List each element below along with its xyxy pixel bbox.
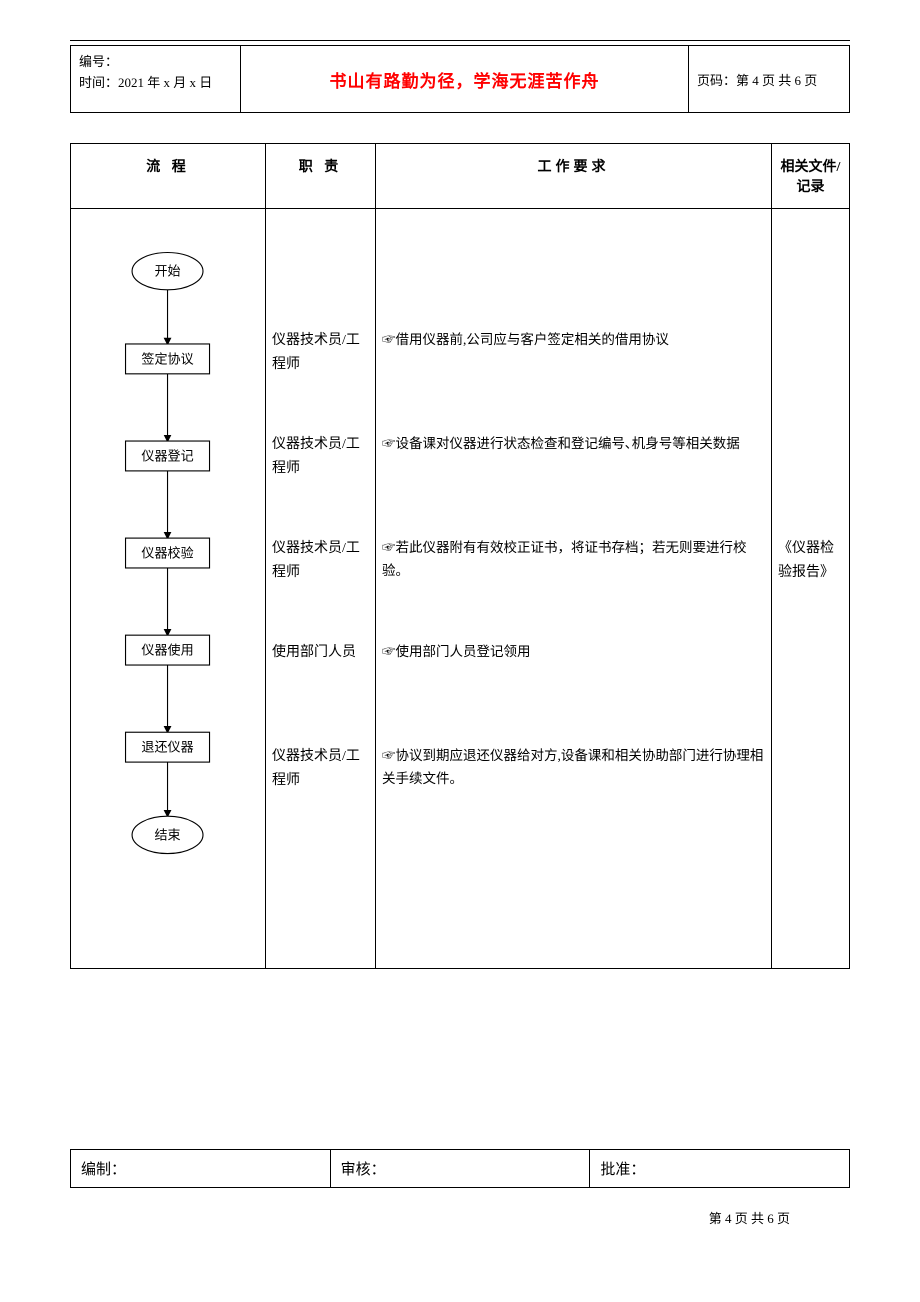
requirement-text: ☞使用部门人员登记领用 [382, 641, 765, 664]
th-req: 工作要求 [376, 144, 772, 209]
responsibility-text: 仪器技术员/工程师 [272, 329, 369, 377]
header-motto: 书山有路勤为径，学海无涯苦作舟 [330, 67, 600, 92]
svg-text:签定协议: 签定协议 [141, 351, 193, 366]
footer-page-number: 第 4 页 共 6 页 [70, 1208, 850, 1227]
signature-row: 编制： 审核： 批准： [71, 1150, 850, 1188]
top-rule [70, 40, 850, 41]
responsibility-cell: 仪器技术员/工程师仪器技术员/工程师仪器技术员/工程师使用部门人员仪器技术员/工… [266, 209, 376, 969]
table-header-row: 流 程 职 责 工作要求 相关文件/记录 [71, 144, 850, 209]
sign-author: 编制： [71, 1150, 331, 1188]
requirement-text: ☞若此仪器附有有效校正证书，将证书存档；若无则要进行校验。 [382, 537, 765, 583]
table-body-row: 开始签定协议仪器登记仪器校验仪器使用退还仪器结束 仪器技术员/工程师仪器技术员/… [71, 209, 850, 969]
header-middle: 书山有路勤为径，学海无涯苦作舟 [241, 46, 689, 112]
header-left: 编号： 时间：2021 年 x 月 x 日 [71, 46, 241, 112]
responsibility-text: 仪器技术员/工程师 [272, 537, 369, 585]
requirement-text: ☞借用仪器前,公司应与客户签定相关的借用协议 [382, 329, 765, 352]
doc-number-label: 编号： [79, 52, 232, 73]
documents-cell: 《仪器检验报告》 [772, 209, 850, 969]
responsibility-text: 使用部门人员 [272, 641, 369, 665]
svg-text:仪器校验: 仪器校验 [141, 546, 193, 561]
requirement-text: ☞设备课对仪器进行状态检查和登记编号､机身号等相关数据 [382, 433, 765, 456]
sign-review: 审核： [330, 1150, 590, 1188]
header-page-label: 页码：第 4 页 共 6 页 [697, 70, 817, 89]
svg-text:结束: 结束 [154, 827, 180, 842]
header-right: 页码：第 4 页 共 6 页 [689, 46, 849, 112]
process-table: 流 程 职 责 工作要求 相关文件/记录 开始签定协议仪器登记仪器校验仪器使用退… [70, 143, 850, 969]
signature-table: 编制： 审核： 批准： [70, 1149, 850, 1188]
svg-text:开始: 开始 [154, 264, 180, 279]
responsibility-text: 仪器技术员/工程师 [272, 433, 369, 481]
th-flow: 流 程 [71, 144, 266, 209]
responsibility-text: 仪器技术员/工程师 [272, 745, 369, 793]
flowchart-svg: 开始签定协议仪器登记仪器校验仪器使用退还仪器结束 [77, 215, 259, 962]
document-page: 编号： 时间：2021 年 x 月 x 日 书山有路勤为径，学海无涯苦作舟 页码… [0, 0, 920, 1257]
header-box: 编号： 时间：2021 年 x 月 x 日 书山有路勤为径，学海无涯苦作舟 页码… [70, 45, 850, 113]
svg-text:仪器登记: 仪器登记 [141, 448, 193, 463]
th-doc: 相关文件/记录 [772, 144, 850, 209]
svg-text:退还仪器: 退还仪器 [141, 740, 193, 755]
th-resp: 职 责 [266, 144, 376, 209]
flowchart-cell: 开始签定协议仪器登记仪器校验仪器使用退还仪器结束 [71, 209, 266, 969]
sign-approve: 批准： [590, 1150, 850, 1188]
requirement-text: ☞协议到期应退还仪器给对方,设备课和相关协助部门进行协理相关手续文件。 [382, 745, 765, 791]
related-doc-text: 《仪器检验报告》 [778, 537, 843, 585]
svg-text:仪器使用: 仪器使用 [141, 643, 193, 658]
requirement-cell: ☞借用仪器前,公司应与客户签定相关的借用协议 ☞设备课对仪器进行状态检查和登记编号… [376, 209, 772, 969]
doc-date-label: 时间：2021 年 x 月 x 日 [79, 73, 232, 94]
